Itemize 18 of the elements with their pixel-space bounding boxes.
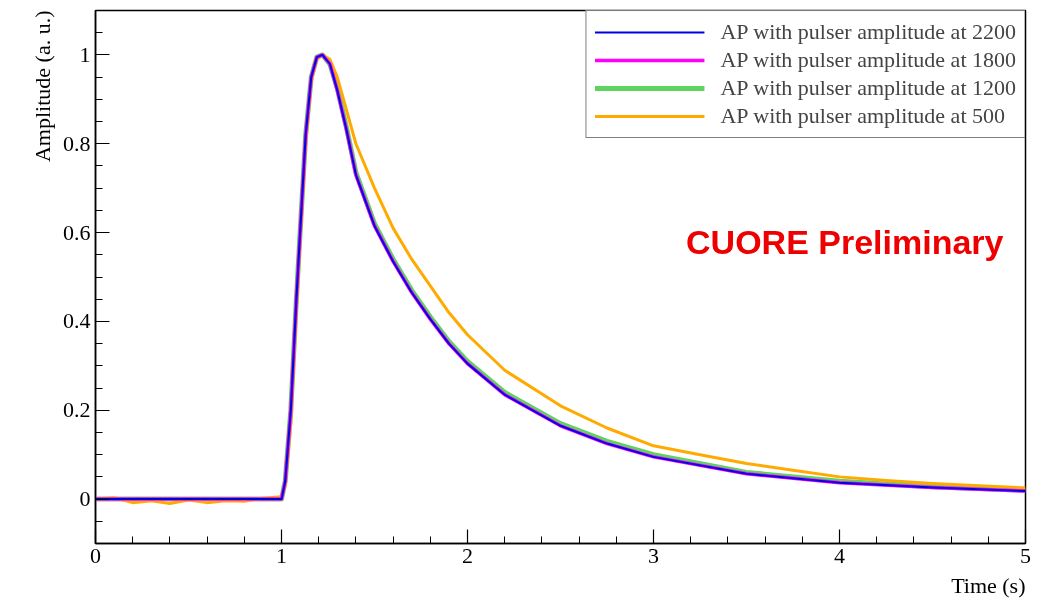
y-tick-label: 0: [79, 486, 91, 512]
x-tick-label: 4: [834, 542, 845, 568]
y-tick-label: 1: [79, 41, 91, 67]
y-tick-label: 0.6: [63, 219, 91, 245]
y-tick-label: 0.2: [63, 397, 91, 423]
legend-label: AP with pulser amplitude at 2200: [720, 19, 1016, 45]
x-tick-label: 5: [1020, 542, 1031, 568]
x-tick-label: 2: [462, 542, 473, 568]
x-tick-label: 3: [648, 542, 659, 568]
annotation: CUORE Preliminary: [686, 222, 1004, 261]
y-axis-title: Amplitude (a. u.): [29, 10, 55, 163]
legend-label: AP with pulser amplitude at 500: [720, 103, 1005, 129]
x-tick-label: 1: [276, 542, 287, 568]
x-axis-title: Time (s): [951, 572, 1026, 598]
y-tick-label: 0.4: [63, 308, 91, 334]
legend-label: AP with pulser amplitude at 1200: [720, 75, 1016, 101]
y-tick-label: 0.8: [63, 130, 91, 156]
legend-label: AP with pulser amplitude at 1800: [720, 47, 1016, 73]
